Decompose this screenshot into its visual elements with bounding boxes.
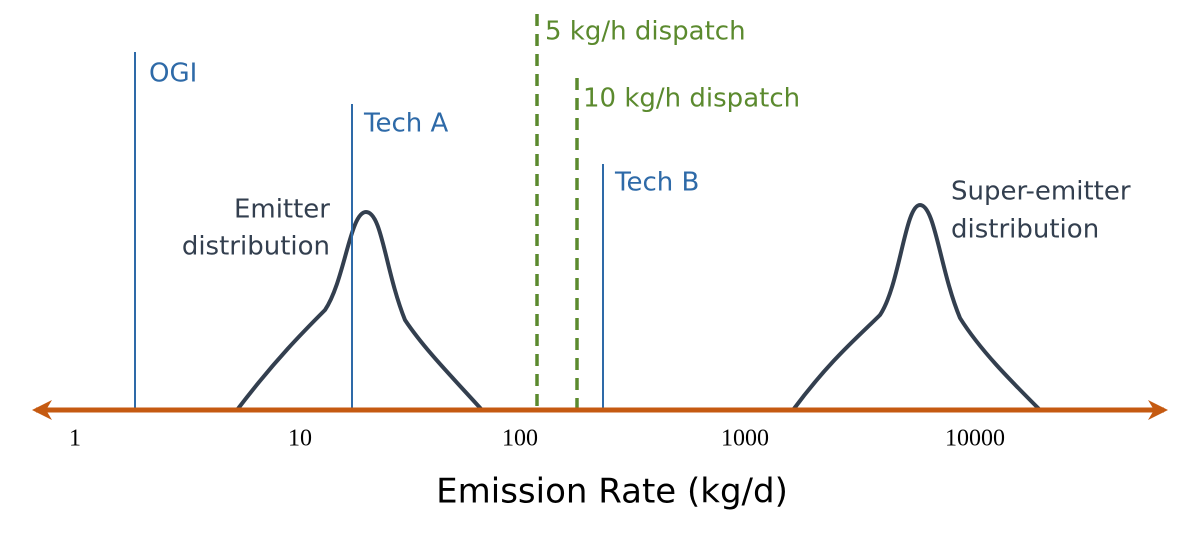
tick-label: 1000 xyxy=(721,426,769,452)
axis-label: Emission Rate (kg/d) xyxy=(436,472,788,512)
tick-label: 1 xyxy=(69,426,81,452)
tick-label: 10 xyxy=(288,426,312,452)
tick-label: 10000 xyxy=(945,426,1005,452)
marker-label: Tech A xyxy=(363,109,448,139)
distribution-label: Emitter xyxy=(234,195,330,225)
marker-label: OGI xyxy=(149,59,197,89)
marker-label: Tech B xyxy=(614,168,699,198)
distribution-label: distribution xyxy=(182,232,330,262)
emitter-curve xyxy=(235,209,484,412)
super-emitter-curve xyxy=(791,202,1042,412)
tick-label: 100 xyxy=(502,426,538,452)
distribution-label: distribution xyxy=(951,215,1099,245)
marker-label: 10 kg/h dispatch xyxy=(583,84,800,114)
distribution-label: Super-emitter xyxy=(951,177,1131,207)
marker-label: 5 kg/h dispatch xyxy=(545,17,746,47)
